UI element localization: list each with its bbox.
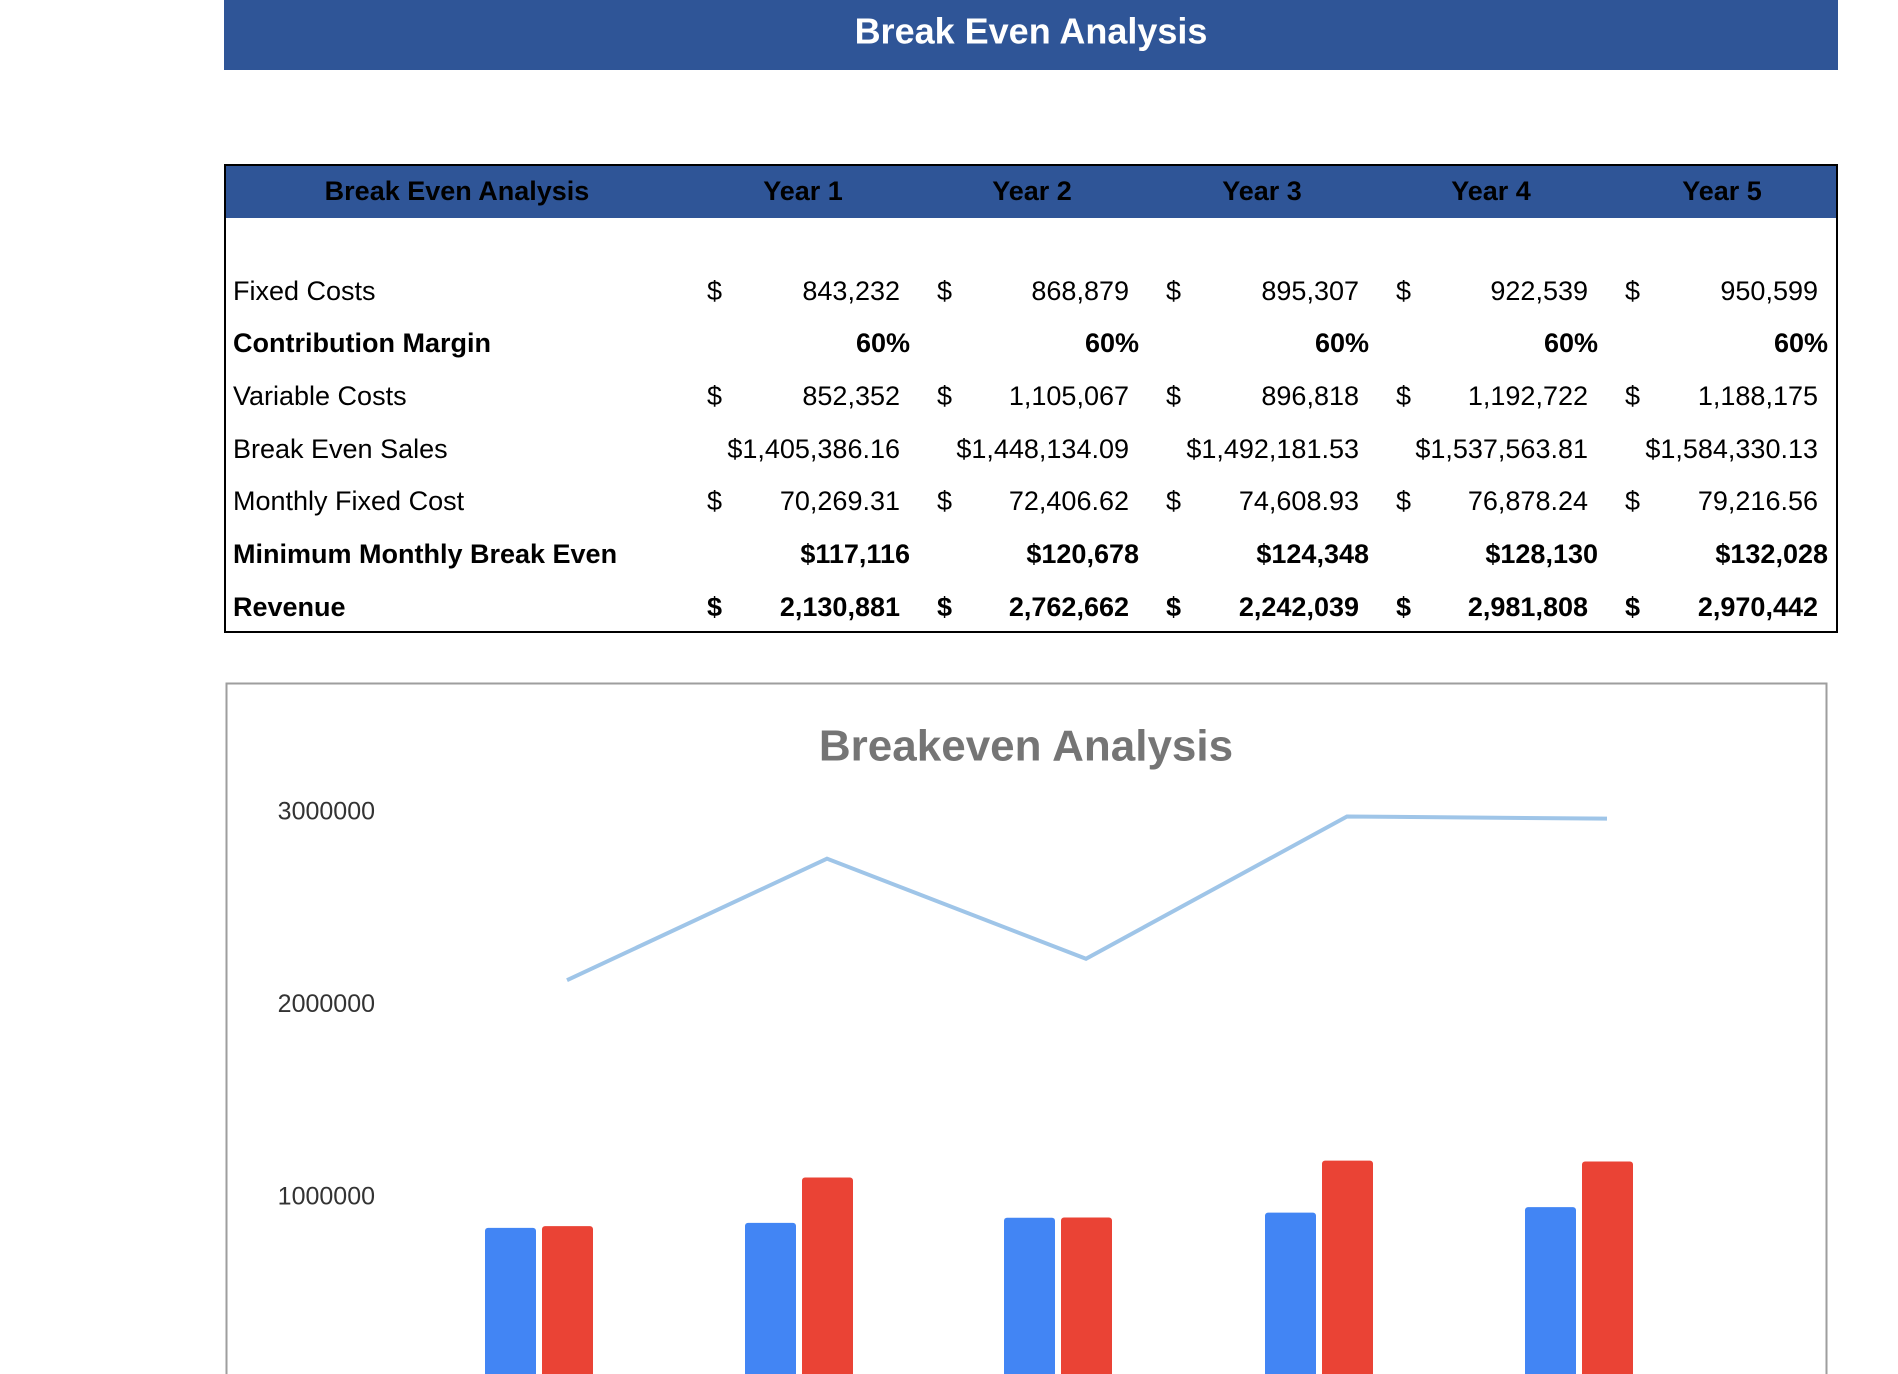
currency-symbol: $ xyxy=(937,381,952,411)
currency-symbol: $ xyxy=(1166,486,1181,516)
cell-value: 843,232 xyxy=(802,276,900,306)
row-label: Monthly Fixed Cost xyxy=(233,486,465,516)
cell-value: $1,492,181.53 xyxy=(1186,434,1359,464)
cell-value: 852,352 xyxy=(802,381,900,411)
column-header: Break Even Analysis xyxy=(325,176,590,206)
cell-value: 896,818 xyxy=(1261,381,1359,411)
bar xyxy=(1004,1217,1055,1374)
row-label: Variable Costs xyxy=(233,381,407,411)
bar xyxy=(542,1226,593,1374)
cell-value: 895,307 xyxy=(1261,276,1359,306)
currency-symbol: $ xyxy=(707,486,722,516)
currency-symbol: $ xyxy=(707,381,722,411)
row-label: Minimum Monthly Break Even xyxy=(233,539,617,569)
header-title: Break Even Analysis xyxy=(855,11,1208,52)
currency-symbol: $ xyxy=(707,592,722,622)
cell-value: 72,406.62 xyxy=(1009,486,1129,516)
header-banner xyxy=(224,0,1838,70)
cell-value: $117,116 xyxy=(800,539,910,569)
bar xyxy=(1322,1160,1373,1374)
bar xyxy=(745,1222,796,1374)
bar xyxy=(1265,1212,1316,1374)
cell-value: 922,539 xyxy=(1490,276,1588,306)
currency-symbol: $ xyxy=(937,486,952,516)
cell-value: $1,537,563.81 xyxy=(1415,434,1588,464)
cell-value: 79,216.56 xyxy=(1698,486,1818,516)
currency-symbol: $ xyxy=(1396,381,1411,411)
currency-symbol: $ xyxy=(1166,592,1181,622)
currency-symbol: $ xyxy=(937,276,952,306)
currency-symbol: $ xyxy=(1396,276,1411,306)
cell-value: 60% xyxy=(856,328,910,358)
currency-symbol: $ xyxy=(1166,381,1181,411)
currency-symbol: $ xyxy=(1625,276,1640,306)
table-header-row xyxy=(224,164,1838,218)
currency-symbol: $ xyxy=(937,592,952,622)
cell-value: $124,348 xyxy=(1256,539,1369,569)
row-label: Break Even Sales xyxy=(233,434,448,464)
cell-value: 70,269.31 xyxy=(780,486,900,516)
cell-value: 2,762,662 xyxy=(1009,592,1129,622)
column-header: Year 5 xyxy=(1682,176,1762,206)
chart-title: Breakeven Analysis xyxy=(819,722,1233,771)
cell-value: $128,130 xyxy=(1485,539,1598,569)
line xyxy=(566,814,1608,982)
cell-value: 60% xyxy=(1085,328,1139,358)
cell-value: 60% xyxy=(1544,328,1598,358)
y-tick-label: 2000000 xyxy=(278,990,375,1018)
column-header: Year 1 xyxy=(763,176,843,206)
cell-value: $1,584,330.13 xyxy=(1645,434,1818,464)
column-header: Year 2 xyxy=(992,176,1072,206)
column-header: Year 3 xyxy=(1222,176,1302,206)
cell-value: 2,242,039 xyxy=(1239,592,1359,622)
y-tick-label: 3000000 xyxy=(278,798,375,826)
cell-value: 950,599 xyxy=(1720,276,1818,306)
cell-value: $1,448,134.09 xyxy=(956,434,1129,464)
bar xyxy=(1582,1161,1633,1374)
bar xyxy=(802,1177,853,1374)
currency-symbol: $ xyxy=(1396,486,1411,516)
row-label: Contribution Margin xyxy=(233,328,491,358)
currency-symbol: $ xyxy=(1625,486,1640,516)
cell-value: 1,105,067 xyxy=(1009,381,1129,411)
currency-symbol: $ xyxy=(1166,276,1181,306)
cell-value: 76,878.24 xyxy=(1468,486,1588,516)
bar xyxy=(1525,1207,1576,1374)
currency-symbol: $ xyxy=(1625,592,1640,622)
cell-value: 1,188,175 xyxy=(1698,381,1818,411)
currency-symbol: $ xyxy=(707,276,722,306)
currency-symbol: $ xyxy=(1396,592,1411,622)
table-border xyxy=(224,164,1838,633)
cell-value: 1,192,722 xyxy=(1468,381,1588,411)
cell-value: $1,405,386.16 xyxy=(727,434,900,464)
cell-value: 74,608.93 xyxy=(1239,486,1359,516)
cell-value: 60% xyxy=(1774,328,1828,358)
row-label: Revenue xyxy=(233,592,346,622)
cell-value: 868,879 xyxy=(1031,276,1129,306)
cell-value: 2,970,442 xyxy=(1698,592,1818,622)
currency-symbol: $ xyxy=(1625,381,1640,411)
cell-value: 60% xyxy=(1315,328,1369,358)
bar xyxy=(1061,1217,1112,1374)
bar xyxy=(485,1227,536,1374)
cell-value: 2,981,808 xyxy=(1468,592,1588,622)
cell-value: $132,028 xyxy=(1715,539,1828,569)
column-header: Year 4 xyxy=(1451,176,1531,206)
cell-value: 2,130,881 xyxy=(780,592,900,622)
row-label: Fixed Costs xyxy=(233,276,376,306)
cell-value: $120,678 xyxy=(1026,539,1139,569)
y-tick-label: 1000000 xyxy=(278,1182,375,1210)
